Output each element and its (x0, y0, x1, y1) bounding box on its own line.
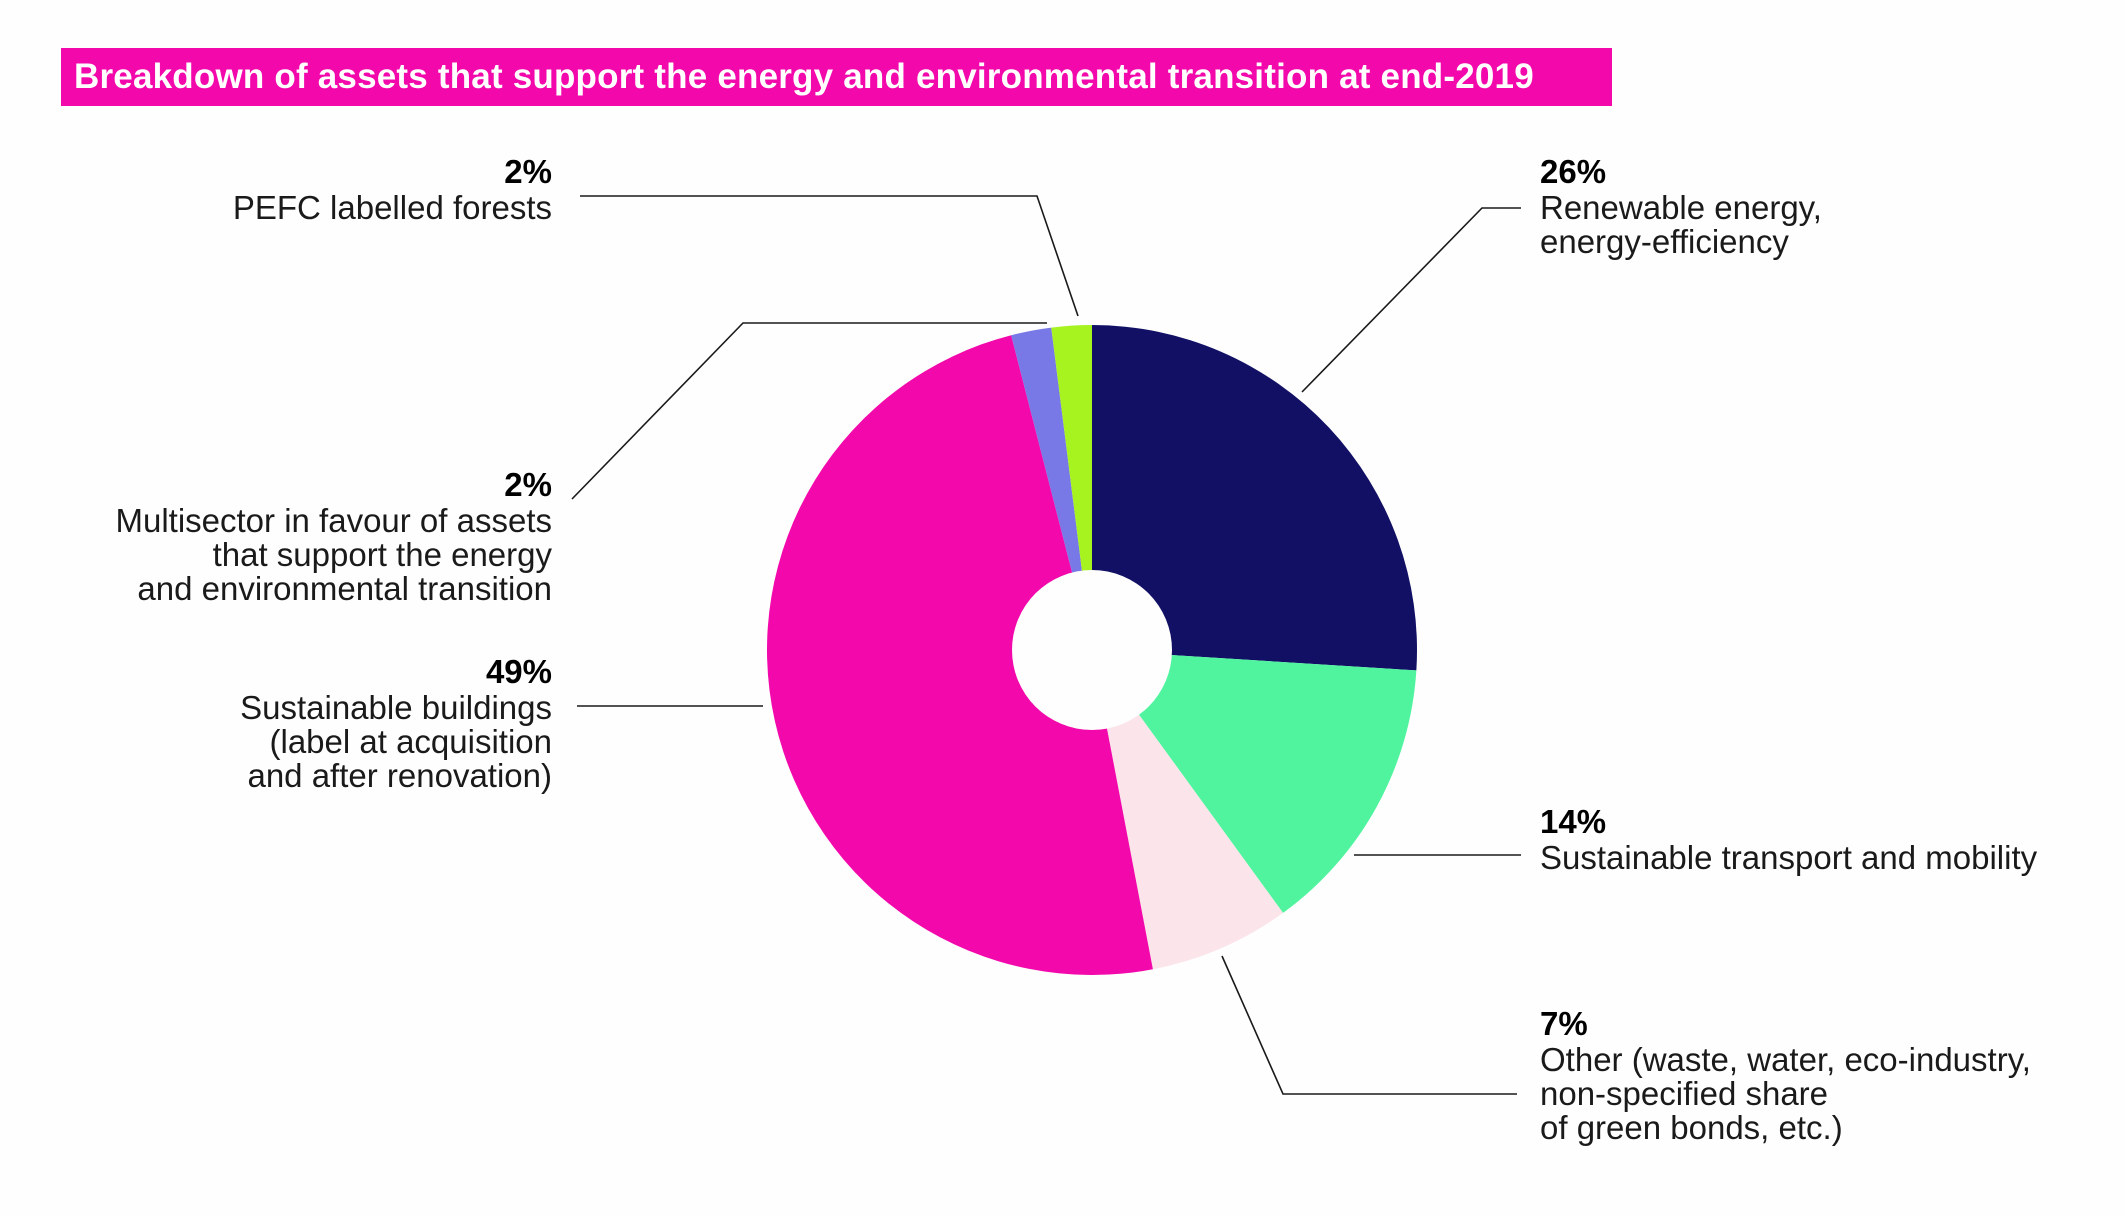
label-pefc: 2% PEFC labelled forests (233, 153, 552, 225)
pie-slice-renewable (1092, 325, 1417, 671)
label-buildings: 49% Sustainable buildings (label at acqu… (240, 653, 552, 793)
text-multisector: Multisector in favour of assets that sup… (115, 502, 552, 607)
label-transport: 14% Sustainable transport and mobility (1540, 803, 2037, 875)
text-other: Other (waste, water, eco-industry, non-s… (1540, 1041, 2031, 1146)
text-transport: Sustainable transport and mobility (1540, 839, 2038, 876)
leader-line-other (1221, 955, 1517, 1095)
leader-line-pefc (580, 195, 1079, 317)
chart-title: Breakdown of assets that support the ene… (74, 57, 1534, 96)
pie-slice-pefc (1051, 325, 1092, 650)
pie-slice-multisector (1011, 327, 1092, 650)
pct-renewable: 26% (1540, 153, 1607, 190)
label-other: 7% Other (waste, water, eco-industry, no… (1540, 1005, 2031, 1145)
pie-slice-other (1092, 650, 1284, 970)
text-buildings: Sustainable buildings (label at acquisit… (240, 689, 552, 794)
pct-transport: 14% (1540, 803, 1607, 840)
text-pefc: PEFC labelled forests (232, 189, 552, 226)
chart-title-bar: Breakdown of assets that support the ene… (61, 48, 1612, 106)
pie-slice-transport (1092, 650, 1417, 913)
text-renewable: Renewable energy, energy-efficiency (1540, 189, 1822, 260)
pct-other: 7% (1540, 1005, 1588, 1042)
pct-multisector: 2% (504, 466, 552, 503)
label-multisector: 2% Multisector in favour of assets that … (115, 466, 552, 606)
leader-line-renewable (1301, 207, 1521, 393)
pct-pefc: 2% (504, 153, 552, 190)
donut-hole (1012, 570, 1172, 730)
label-renewable: 26% Renewable energy, energy-efficiency (1540, 153, 1822, 259)
pct-buildings: 49% (485, 653, 552, 690)
leader-line-multisector (571, 322, 1047, 500)
pie-slice-buildings (767, 335, 1153, 976)
